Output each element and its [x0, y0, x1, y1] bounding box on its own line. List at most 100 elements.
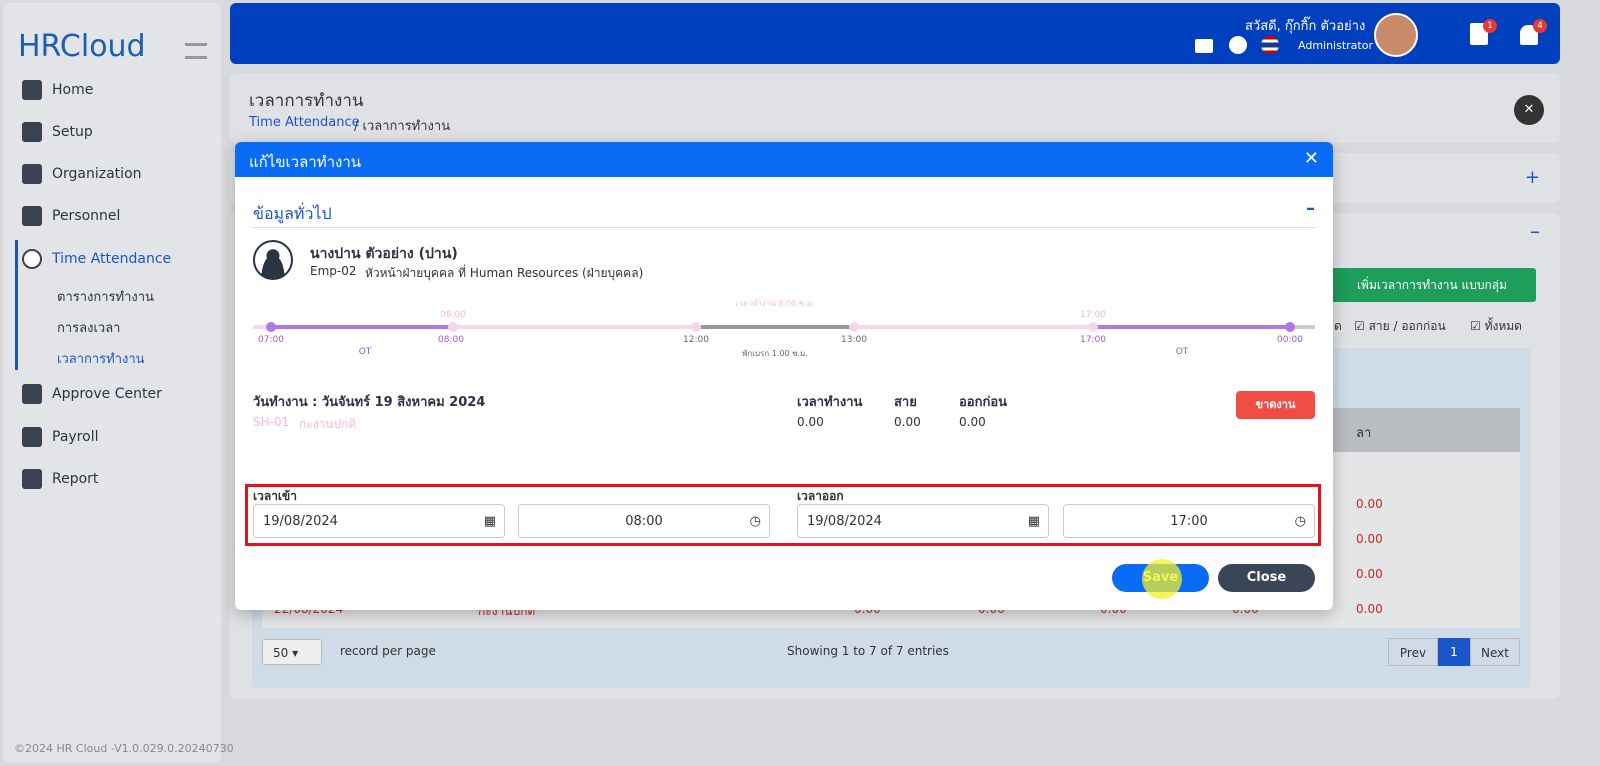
- time-label: 07:00: [258, 335, 284, 345]
- absent-button[interactable]: ขาดงาน: [1236, 391, 1315, 419]
- highlight-box: [245, 484, 1321, 546]
- ot-label: OT: [1175, 347, 1189, 357]
- employee-name: นางปาน ตัวอย่าง (ปาน): [310, 246, 458, 262]
- cell: 0.00: [1356, 532, 1383, 546]
- workday: วันทำงาน : วันจันทร์ 19 สิงหาคม 2024: [253, 395, 486, 410]
- modal-close[interactable]: ✕: [1303, 148, 1319, 169]
- date-value: 19/08/2024: [263, 514, 338, 529]
- divider: [253, 227, 1315, 228]
- stat-value: 0.00: [797, 415, 824, 429]
- menu-toggle[interactable]: [185, 43, 207, 59]
- menu-item[interactable]: Setup: [22, 122, 93, 142]
- footer: ©2024 HR Cloud -V1.0.029.0.20240730: [14, 742, 234, 755]
- cell: 0.00: [1356, 567, 1383, 581]
- date-input[interactable]: 19/08/2024 ▦: [797, 504, 1049, 538]
- menu-item[interactable]: Time Attendance: [22, 249, 171, 269]
- flag[interactable]: [1261, 36, 1279, 54]
- avatar: [253, 240, 293, 280]
- submenu-item[interactable]: การลงเวลา: [57, 321, 121, 336]
- ot-label: OT: [358, 347, 372, 357]
- timeline-ot: [1093, 325, 1290, 329]
- sidebar: HRCloud: [3, 3, 221, 763]
- showing: Showing 1 to 7 of 7 entries: [787, 644, 949, 658]
- time-label: 00:00: [1277, 335, 1303, 345]
- avatar[interactable]: [1374, 13, 1418, 57]
- calendar-icon: ▦: [1027, 514, 1040, 529]
- breadcrumb-link[interactable]: Time Attendance: [249, 115, 360, 130]
- badge: 1: [1483, 19, 1497, 33]
- time-label: 12:00: [683, 335, 709, 345]
- section-title: ข้อมูลทั่วไป: [253, 204, 332, 223]
- timeline-track: [1290, 325, 1315, 329]
- submenu-item[interactable]: ตารางการทำงาน: [57, 290, 154, 305]
- page-size-value: 50: [273, 646, 289, 660]
- timeline-point: [266, 322, 276, 332]
- time-label: 17:00: [1080, 335, 1106, 345]
- timeline-point: [1088, 322, 1098, 332]
- page-title: เวลาการทำงาน: [249, 91, 364, 111]
- next[interactable]: Next: [1470, 638, 1520, 666]
- clock-icon: ◷: [1294, 514, 1306, 529]
- active-bar: [15, 240, 18, 370]
- timeline-ot: [271, 325, 451, 329]
- break-label: พักเบรก 1.00 ช.ม.: [742, 349, 808, 358]
- field-label: เวลาเข้า: [253, 489, 297, 503]
- prev[interactable]: Prev: [1388, 638, 1438, 666]
- breadcrumb: / เวลาการทำงาน: [354, 119, 451, 134]
- modal-title: แก้ไขเวลาทำงาน: [249, 153, 362, 171]
- page-size[interactable]: 50 ▾: [262, 639, 322, 665]
- work-hours: เวลาทำงาน 8.00 ช.ม.: [735, 299, 815, 308]
- add-group-button[interactable]: เพิ่มเวลาการทำงาน แบบกลุ่ม: [1328, 268, 1536, 302]
- cart-icon[interactable]: [1195, 39, 1213, 53]
- shift-name: กะงานปกติ: [299, 417, 357, 431]
- greeting: สวัสดี, กุ๊กกิ๊ก ตัวอย่าง: [1245, 19, 1366, 34]
- shift-code: SH-01: [253, 415, 290, 429]
- filter[interactable]: ☑ ทั้งหมด: [1470, 319, 1522, 333]
- column-header: ลา: [1356, 426, 1372, 441]
- time-input[interactable]: 08:00 ◷: [518, 504, 770, 538]
- timeline-break: [696, 325, 854, 329]
- cell: 0.00: [1356, 497, 1383, 511]
- menu-item[interactable]: Organization: [22, 164, 142, 184]
- close-page[interactable]: ✕: [1514, 95, 1544, 125]
- date-input[interactable]: 19/08/2024 ▦: [253, 504, 505, 538]
- stat-value: 0.00: [894, 415, 921, 429]
- filter-label: ทั้งหมด: [1484, 319, 1522, 333]
- time-label: 17:00: [1080, 310, 1106, 320]
- timeline-point: [691, 322, 701, 332]
- time-label: 08:00: [438, 335, 464, 345]
- stat-header: เวลาทำงาน: [797, 395, 863, 410]
- stat-header: สาย: [894, 395, 917, 410]
- employee-code: Emp-02: [310, 264, 357, 278]
- menu-item[interactable]: Approve Center: [22, 384, 162, 404]
- menu-item[interactable]: Personnel: [22, 206, 120, 226]
- time-value: 08:00: [625, 514, 663, 529]
- collapse[interactable]: –: [1530, 219, 1540, 243]
- modal-header: แก้ไขเวลาทำงาน ✕: [235, 142, 1333, 177]
- topbar: สวัสดี, กุ๊กกิ๊ก ตัวอย่าง Administrator …: [230, 3, 1560, 64]
- expand[interactable]: +: [1524, 167, 1540, 188]
- field-label: เวลาออก: [797, 489, 844, 503]
- time-input[interactable]: 17:00 ◷: [1063, 504, 1315, 538]
- submenu-item[interactable]: เวลาการทำงาน: [57, 352, 145, 367]
- role: Administrator: [1298, 39, 1373, 52]
- filter[interactable]: ☑ สาย / ออกก่อน: [1354, 319, 1446, 333]
- close-button[interactable]: Close: [1218, 564, 1315, 592]
- info-icon[interactable]: [1229, 36, 1247, 54]
- menu-item[interactable]: Report: [22, 469, 98, 489]
- calendar-icon: ▦: [483, 514, 496, 529]
- timeline-point: [1285, 322, 1295, 332]
- stat-header: ออกก่อน: [959, 395, 1008, 410]
- date-value: 19/08/2024: [807, 514, 882, 529]
- modal: แก้ไขเวลาทำงาน ✕ ข้อมูลทั่วไป – นางปาน ต…: [235, 142, 1333, 610]
- menu-item[interactable]: Home: [22, 80, 93, 100]
- page-number[interactable]: 1: [1438, 638, 1470, 666]
- cell: 0.00: [1356, 602, 1383, 616]
- clock-icon: ◷: [749, 514, 761, 529]
- menu-item[interactable]: Payroll: [22, 427, 98, 447]
- filter[interactable]: ด: [1334, 319, 1342, 333]
- filter-label: สาย / ออกก่อน: [1368, 319, 1446, 333]
- stat-value: 0.00: [959, 415, 986, 429]
- section-collapse[interactable]: –: [1306, 198, 1315, 219]
